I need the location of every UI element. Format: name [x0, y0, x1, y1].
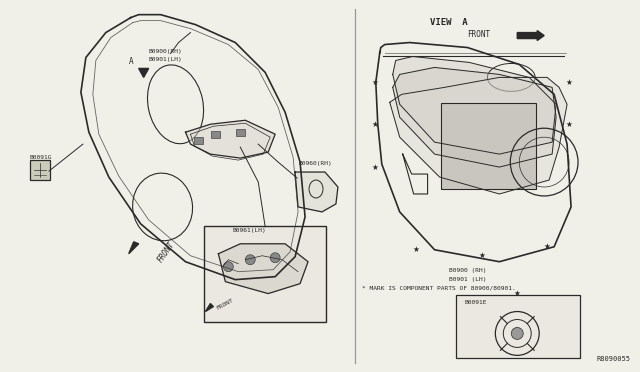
Polygon shape: [129, 242, 139, 254]
Polygon shape: [393, 57, 556, 154]
Polygon shape: [139, 68, 148, 77]
Text: B0960(RH): B0960(RH): [298, 161, 332, 166]
Text: B0900(RH): B0900(RH): [148, 48, 182, 54]
Text: B0091G: B0091G: [29, 155, 52, 160]
Text: ★: ★: [371, 163, 378, 171]
Polygon shape: [393, 67, 556, 167]
Text: A: A: [129, 57, 133, 67]
Circle shape: [223, 262, 234, 272]
Polygon shape: [517, 31, 544, 41]
Text: ★: ★: [544, 242, 550, 251]
Polygon shape: [205, 304, 213, 311]
FancyBboxPatch shape: [236, 129, 244, 136]
Text: B0901 (LH): B0901 (LH): [449, 277, 486, 282]
FancyBboxPatch shape: [211, 131, 220, 138]
FancyBboxPatch shape: [194, 137, 203, 144]
Text: FRONT: FRONT: [216, 297, 234, 311]
Polygon shape: [295, 172, 338, 212]
FancyBboxPatch shape: [30, 160, 50, 180]
Text: ★: ★: [566, 78, 573, 87]
Text: B0961(LH): B0961(LH): [232, 228, 266, 233]
Text: ★: ★: [566, 120, 573, 129]
Text: B0900 (RH): B0900 (RH): [449, 268, 486, 273]
FancyBboxPatch shape: [456, 295, 580, 358]
Text: B0091E: B0091E: [465, 299, 487, 305]
Polygon shape: [186, 120, 275, 158]
Circle shape: [270, 253, 280, 263]
Text: FRONT: FRONT: [467, 29, 491, 39]
Text: VIEW  A: VIEW A: [429, 17, 467, 27]
Circle shape: [245, 255, 255, 265]
Circle shape: [511, 327, 524, 339]
Text: ★: ★: [371, 120, 378, 129]
FancyBboxPatch shape: [204, 226, 326, 323]
Text: ★: ★: [412, 245, 419, 254]
Text: * MARK IS COMPONENT PARTS OF 80900/80901.: * MARK IS COMPONENT PARTS OF 80900/80901…: [362, 286, 516, 291]
Polygon shape: [218, 244, 308, 294]
FancyBboxPatch shape: [440, 103, 536, 189]
Text: ★: ★: [479, 251, 486, 260]
Polygon shape: [390, 77, 567, 194]
Text: FRONT: FRONT: [156, 240, 176, 264]
Text: B0901(LH): B0901(LH): [148, 57, 182, 62]
Text: ★: ★: [514, 289, 521, 298]
Text: R8090055: R8090055: [597, 356, 631, 362]
Text: ★: ★: [371, 78, 378, 87]
